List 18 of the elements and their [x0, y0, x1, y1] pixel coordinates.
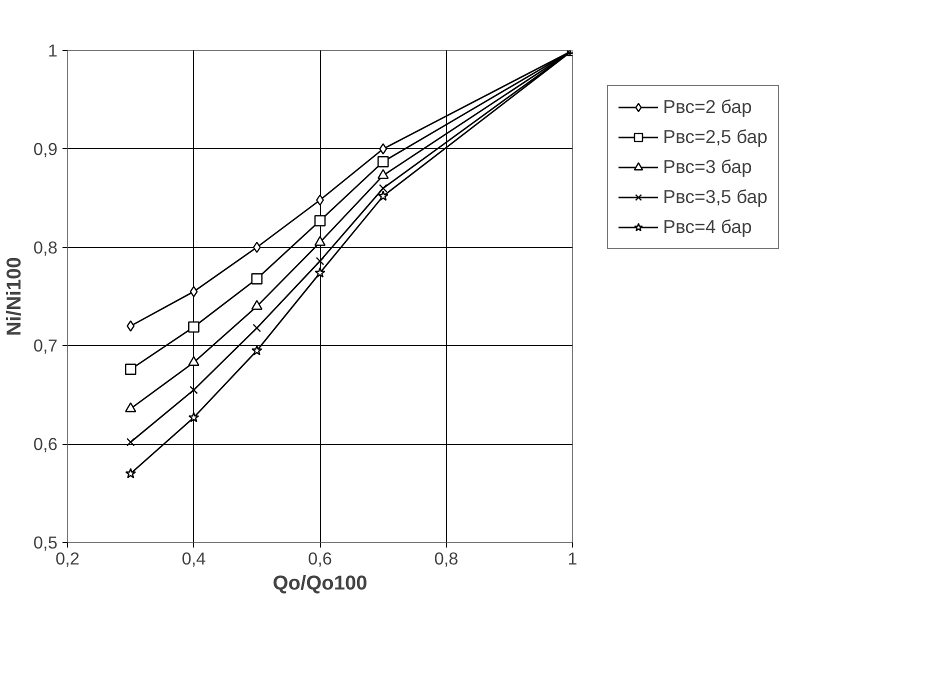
legend-label: Рвс=3 бар — [663, 156, 752, 178]
y-tick-label: 0,8 — [33, 237, 58, 258]
y-axis-title: Ni/Ni100 — [3, 257, 26, 336]
y-tick-label: 0,7 — [33, 336, 58, 356]
y-tick-label: 1 — [48, 40, 58, 60]
y-tick-label: 0,6 — [33, 434, 58, 454]
x-tick-label: 0,2 — [55, 548, 80, 568]
legend-label: Рвс=2 бар — [663, 96, 752, 118]
x-tick-label: 0,8 — [434, 548, 458, 568]
legend-label: Рвс=4 бар — [663, 216, 752, 238]
y-tick-label: 0,5 — [33, 532, 58, 552]
x-tick-label: 1 — [568, 548, 578, 568]
x-tick-label: 0,6 — [308, 548, 332, 568]
x-tick-label: 0,4 — [182, 548, 206, 568]
legend-label: Рвс=3,5 бар — [663, 186, 768, 208]
y-tick-label: 0,9 — [33, 138, 58, 159]
x-axis-title: Qo/Qo100 — [272, 572, 368, 594]
legend-label: Рвс=2,5 бар — [663, 126, 768, 148]
